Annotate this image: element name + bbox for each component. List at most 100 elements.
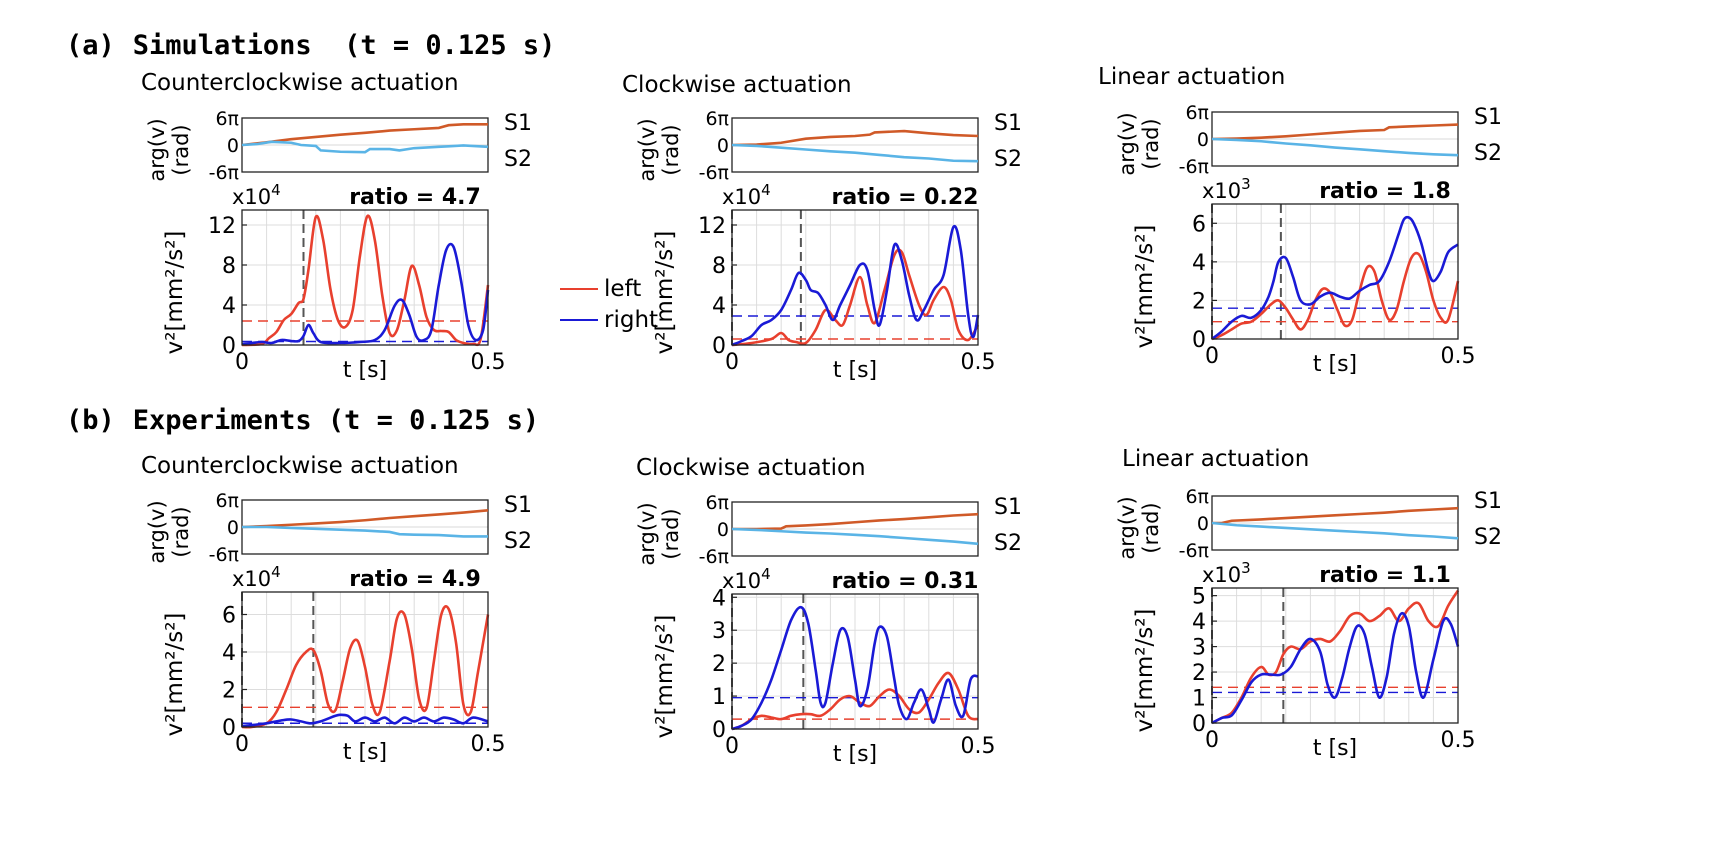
arg-ytick-label: 0 [1197,513,1209,535]
scale-exponent: 4 [271,181,281,199]
scale-base: x10 [232,185,271,209]
v2-ytick-label: 4 [1192,251,1206,276]
arg-ytick-label: 6π [1185,102,1209,124]
v2-ylabel: v²[mm²/s²] [1132,225,1158,349]
arg-ytick-label: 0 [717,519,729,541]
arg-series-label-s2: S2 [994,531,1022,556]
arg-series-s2 [241,140,489,154]
x-axis-label: t [s] [343,358,387,383]
section-label: (b) [66,405,115,436]
v2-ytick-label: 4 [222,641,236,666]
v2-ytick-label: 0 [712,718,726,743]
ratio-label: ratio = 4.9 [349,567,481,592]
section-title-a: (a) Simulations (t = 0.125 s) [66,30,555,61]
section-text: Simulations (t = 0.125 s) [132,30,556,61]
v2-ytick-label: 0 [222,334,236,359]
scale-base: x10 [722,185,761,209]
arg-ylabel-unit: (rad) [659,124,683,175]
arg-series-s1 [732,512,979,531]
arg-ytick-label: -6π [699,546,729,568]
legend-swatch-right [560,318,598,321]
x-axis-label: t [s] [1313,736,1357,761]
legend-label: right [604,306,659,333]
chart-panel-cw-exp: 6π 0 -6π arg(v) (rad) S1 S2 0 1 2 3 4 0 0.5 t [s] v²[mm… [635,492,1022,767]
legend-label: left [604,275,642,302]
arg-ytick-label: -6π [209,162,239,184]
arg-series-s2 [731,527,979,546]
panel-title: Counterclockwise actuation [141,70,459,96]
v2-ytick-label: 1 [712,685,726,710]
arg-ylabel-unit: (rad) [1139,118,1163,169]
v2-axes-box [731,593,979,730]
ratio-label: ratio = 0.31 [832,569,979,594]
arg-ytick-label: 6π [1185,486,1209,508]
arg-ytick-label: -6π [1179,156,1209,178]
v2-ytick-label: 1 [1192,687,1206,712]
xtick-label: 0 [235,350,249,375]
v2-ytick-label: 2 [222,679,236,704]
scale-exponent: 3 [1241,175,1251,193]
arg-ylabel-unit: (rad) [169,124,193,175]
panel-title: Counterclockwise actuation [141,453,459,479]
chart-panel-linear-sim: 6π 0 -6π arg(v) (rad) S1 S2 0 2 4 6 0 0.5 t [s] v²[mm²… [1115,102,1502,377]
series-left-line [1211,251,1460,341]
arg-ytick-label: 0 [227,517,239,539]
series-right-line [241,713,489,728]
arg-series-s2 [242,525,488,538]
arg-ytick-label: 6π [215,490,239,512]
v2-ytick-label: 2 [1192,289,1206,314]
chart-panel-cw-sim: 6π 0 -6π arg(v) (rad) S1 S2 0 4 8 12 0 0.5 t [s] v²[mm… [635,108,1022,383]
arg-series-s1 [241,509,489,529]
v2-ytick-label: 5 [1192,585,1206,610]
xtick-label: 0.5 [961,350,996,375]
scale-base: x10 [722,569,761,593]
x-axis-label: t [s] [1313,352,1357,377]
chart-panel-ccw-exp: 6π 0 -6π arg(v) (rad) S1 S2 0 2 4 6 0 0.5 t [s] v²[mm²… [145,490,532,765]
series-left-line [1211,589,1460,725]
arg-ylabel-unit: (rad) [169,506,193,557]
arg-series-s1 [241,122,488,147]
arg-ytick-label: 6π [705,492,729,514]
arg-series-label-s1: S1 [994,111,1022,136]
ratio-label: ratio = 4.7 [349,185,481,210]
x-axis-label: t [s] [833,742,877,767]
v2-ylabel: v²[mm²/s²] [1132,609,1158,733]
legend-swatch-left [560,287,598,290]
scale-factor-label: x103 [1202,175,1251,203]
arg-ylabel: arg(v) [635,118,659,181]
section-title-b: (b) Experiments (t = 0.125 s) [66,405,539,436]
legend-item-left: left [560,273,658,304]
arg-ylabel: arg(v) [1115,112,1139,175]
panel-title: Linear actuation [1098,64,1286,90]
arg-ytick-label: 6π [705,108,729,130]
v2-ytick-label: 12 [698,214,726,239]
v2-axes-box [1211,587,1459,724]
v2-ylabel: v²[mm²/s²] [652,615,678,739]
series-left-line [731,248,980,347]
v2-ytick-label: 2 [712,652,726,677]
arg-ytick-label: -6π [209,544,239,566]
series-left-line [241,605,490,729]
series-left-line [241,214,490,347]
arg-ytick-label: 0 [1197,129,1209,151]
xtick-label: 0 [725,734,739,759]
scale-factor-label: x104 [722,565,771,593]
scale-exponent: 4 [271,563,281,581]
arg-ylabel: arg(v) [1115,496,1139,559]
v2-ytick-label: 6 [222,604,236,629]
arg-series-label-s1: S1 [994,495,1022,520]
v2-ytick-label: 12 [208,214,236,239]
scale-base: x10 [232,567,271,591]
series-right-line [731,605,979,731]
v2-ylabel: v²[mm²/s²] [162,231,188,355]
v2-axes-box [731,209,979,346]
v2-ytick-label: 4 [712,586,726,611]
arg-series-s1 [731,129,979,147]
v2-ytick-label: 4 [712,294,726,319]
ratio-label: ratio = 1.8 [1319,179,1451,204]
v2-ylabel: v²[mm²/s²] [162,613,188,737]
xtick-label: 0.5 [961,734,996,759]
scale-factor-label: x104 [722,181,771,209]
x-axis-label: t [s] [343,740,387,765]
arg-series-label-s2: S2 [1474,141,1502,166]
